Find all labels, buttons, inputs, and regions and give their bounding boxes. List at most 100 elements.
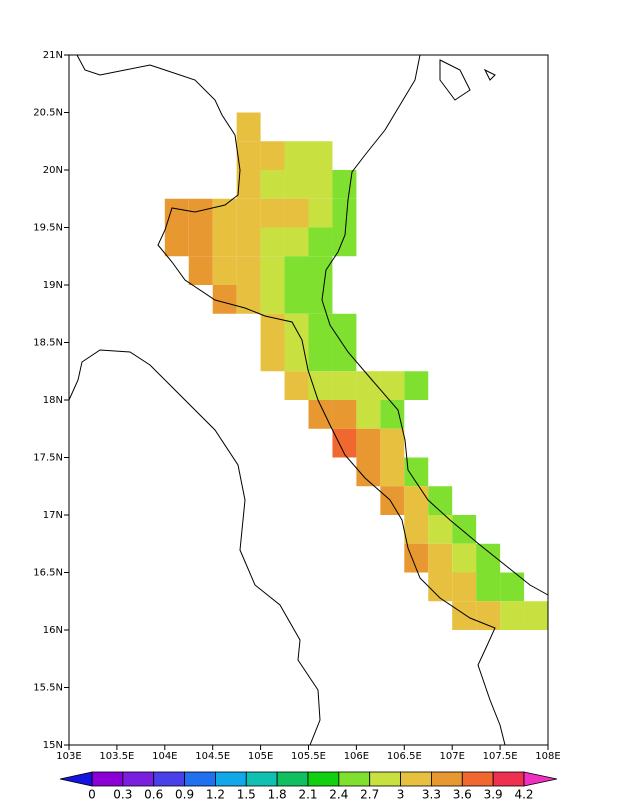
colorbar-label: 2.4 — [329, 788, 348, 801]
grid-cell — [380, 428, 405, 458]
grid-cell — [236, 170, 261, 199]
grid-cell — [164, 198, 189, 228]
grid-cell — [308, 256, 333, 285]
grid-cell — [476, 543, 501, 573]
grid-cell — [428, 543, 453, 573]
grid-cell — [380, 371, 405, 400]
grid-cell — [404, 543, 429, 573]
grid-cell — [332, 170, 357, 199]
grid-cell — [236, 227, 261, 257]
grid-cell — [284, 198, 309, 228]
y-tick-label: 17.5N — [33, 453, 63, 464]
colorbar-box — [492, 771, 525, 787]
grid-cell — [236, 256, 261, 285]
x-tick-label: 106E — [344, 751, 369, 762]
x-tick-label: 104.5E — [195, 751, 230, 762]
colorbar-box — [400, 771, 432, 787]
colorbar-label: 1.5 — [237, 788, 256, 801]
grid-cell — [308, 285, 333, 314]
colorbar-label: 0.6 — [144, 788, 163, 801]
grid-cell — [284, 313, 309, 343]
grid-cell — [212, 227, 237, 257]
cells — [164, 112, 548, 630]
boundaries — [68, 54, 549, 746]
grid-cell — [308, 342, 333, 372]
grid-cell — [452, 601, 477, 630]
grid-cell — [428, 515, 453, 544]
y-tick-label: 21N — [43, 50, 63, 61]
grid-cell — [260, 170, 285, 199]
grid-cell — [308, 371, 333, 400]
colorbar-box — [369, 771, 401, 787]
island — [439, 59, 471, 101]
grid-cell — [260, 198, 285, 228]
x-tick-label: 106.5E — [387, 751, 422, 762]
grid-cell — [188, 198, 213, 228]
coastline — [321, 54, 549, 596]
colorbar-label: 3.3 — [422, 788, 441, 801]
grid-cell — [284, 256, 309, 285]
grid-cell — [332, 198, 357, 228]
colorbar-label: 1.2 — [206, 788, 225, 801]
y-tick-label: 16.5N — [33, 568, 63, 579]
grid-cell — [380, 457, 405, 487]
colorbar-label: 2.1 — [298, 788, 317, 801]
grid-cell — [260, 256, 285, 285]
grid-cell — [308, 170, 333, 199]
border — [76, 54, 506, 746]
grid-cell — [212, 198, 237, 228]
grid-cell — [236, 112, 261, 142]
y-tick-label: 17N — [43, 510, 63, 521]
grid-cell — [260, 141, 285, 170]
grid-cell — [404, 486, 429, 515]
colorbar-label: 2.7 — [360, 788, 379, 801]
grid-cell — [284, 227, 309, 257]
colorbar-label: 0 — [88, 788, 96, 801]
y-tick-label: 19.5N — [33, 223, 63, 234]
grid-cell — [260, 313, 285, 343]
colorbar-box — [184, 771, 216, 787]
grid-cell — [332, 371, 357, 400]
grid-cell — [452, 572, 477, 602]
grid-cell — [332, 313, 357, 343]
grid-cell — [404, 371, 429, 400]
colorbar-label: 4.2 — [514, 788, 533, 801]
grid-cell — [236, 285, 261, 314]
colorbar-label: 3 — [397, 788, 405, 801]
colorbar-box — [431, 771, 463, 787]
x-tick-label: 105E — [248, 751, 273, 762]
border — [68, 349, 321, 746]
grid-cell — [260, 227, 285, 257]
y-tick-label: 19N — [43, 280, 63, 291]
x-tick-label: 105.5E — [291, 751, 326, 762]
x-tick-label: 107E — [439, 751, 464, 762]
grid-cell — [500, 572, 525, 602]
x-tick-label: 108E — [535, 751, 560, 762]
grid-cell — [356, 371, 381, 400]
grid-cell — [356, 457, 381, 487]
grid-cell — [476, 572, 501, 602]
x-tick-label: 107.5E — [483, 751, 518, 762]
colorbar-box — [91, 771, 124, 787]
y-tick-label: 15.5N — [33, 683, 63, 694]
grid-cell — [164, 227, 189, 257]
x-tick-label: 104E — [152, 751, 177, 762]
y-tick-label: 15N — [43, 740, 63, 751]
colorbar-label: 0.9 — [175, 788, 194, 801]
colorbar-box — [461, 771, 494, 787]
grid-cell — [308, 198, 333, 228]
grid-cell — [428, 486, 453, 515]
colorbar-label: 0.3 — [113, 788, 132, 801]
grid-cell — [236, 141, 261, 170]
colorbar-box — [153, 771, 185, 787]
grid-cell — [332, 342, 357, 372]
y-tick-label: 18N — [43, 395, 63, 406]
grid-cell — [452, 543, 477, 573]
grid-cell — [284, 371, 309, 400]
colorbar-box — [245, 771, 278, 787]
grid-cell — [260, 342, 285, 372]
colorbar-high — [523, 771, 558, 787]
grid-cell — [332, 227, 357, 257]
grid-cell — [284, 170, 309, 199]
